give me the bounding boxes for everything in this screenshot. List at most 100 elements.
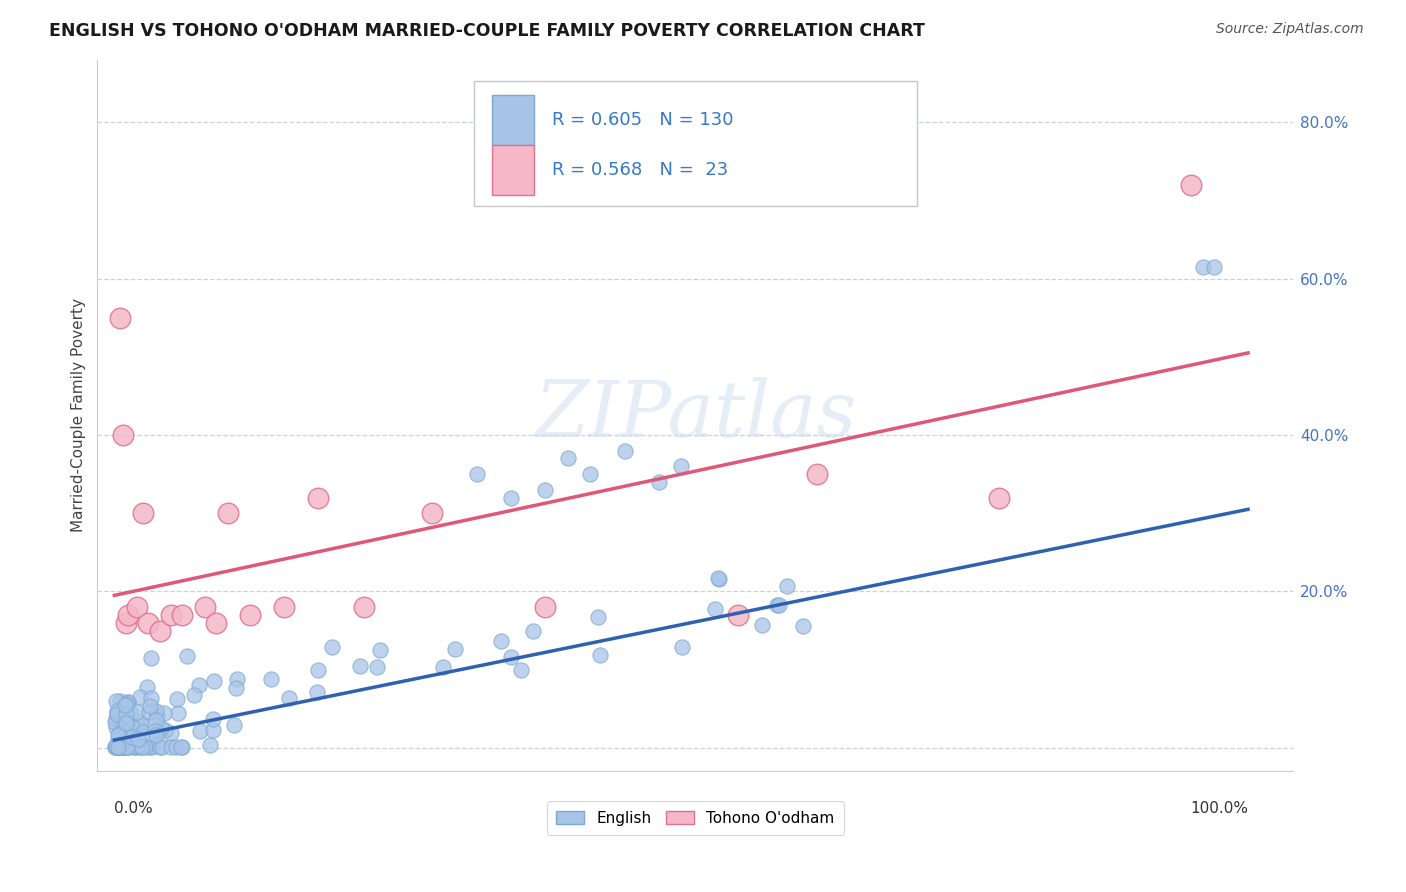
Point — [170, 740, 193, 755]
Point — [589, 648, 612, 663]
Point — [160, 726, 183, 740]
Point — [806, 467, 828, 482]
Point — [669, 459, 692, 474]
Point — [707, 572, 730, 586]
Point — [188, 723, 211, 738]
Legend: English, Tohono O'odham: English, Tohono O'odham — [547, 802, 844, 835]
Point — [160, 607, 183, 622]
Point — [145, 713, 167, 727]
Point — [120, 706, 142, 720]
Point — [104, 740, 127, 755]
Point — [124, 740, 146, 755]
Point — [149, 624, 172, 638]
Point — [124, 740, 146, 755]
Point — [202, 674, 225, 689]
Point — [107, 727, 129, 741]
Point — [353, 600, 375, 615]
Point — [112, 725, 135, 739]
Point — [141, 740, 163, 755]
Point — [150, 722, 173, 736]
Point — [108, 694, 131, 708]
Point — [217, 506, 239, 520]
Point — [107, 728, 129, 742]
Point — [138, 615, 160, 630]
Text: R = 0.568   N =  23: R = 0.568 N = 23 — [551, 161, 728, 179]
Point — [110, 738, 132, 752]
Bar — [492, 145, 534, 194]
Text: ZIPatlas: ZIPatlas — [534, 377, 856, 454]
Point — [112, 740, 135, 755]
Point — [150, 740, 173, 755]
Point — [349, 659, 371, 673]
Point — [776, 579, 799, 593]
Point — [110, 711, 132, 725]
Point — [145, 705, 167, 719]
Point — [105, 720, 128, 734]
Point — [114, 698, 136, 713]
Point — [768, 598, 790, 612]
Point — [110, 740, 132, 755]
Point — [108, 740, 131, 755]
Point — [104, 714, 127, 729]
Point — [321, 640, 343, 655]
Text: 0.0%: 0.0% — [114, 801, 153, 816]
Point — [138, 740, 160, 755]
Point — [727, 607, 749, 622]
Point — [117, 696, 139, 710]
Point — [766, 598, 789, 612]
Point — [114, 716, 136, 731]
Point — [129, 690, 152, 705]
Point — [534, 483, 557, 497]
Point — [225, 681, 247, 696]
Point — [159, 740, 181, 755]
Point — [127, 732, 149, 747]
Point — [194, 600, 217, 615]
Y-axis label: Married-Couple Family Poverty: Married-Couple Family Poverty — [72, 299, 86, 533]
Bar — [492, 95, 534, 145]
Point — [165, 740, 187, 755]
Point — [167, 706, 190, 720]
Point — [117, 695, 139, 709]
Point — [112, 428, 135, 442]
Point — [108, 310, 131, 325]
Point — [239, 607, 262, 622]
Point — [489, 634, 512, 648]
Text: R = 0.605   N = 130: R = 0.605 N = 130 — [551, 112, 734, 129]
Point — [117, 607, 139, 622]
Point — [145, 709, 167, 723]
Point — [141, 650, 163, 665]
Point — [166, 691, 188, 706]
Point — [104, 740, 127, 755]
Point — [987, 491, 1010, 505]
Point — [613, 443, 636, 458]
Text: ENGLISH VS TOHONO O'ODHAM MARRIED-COUPLE FAMILY POVERTY CORRELATION CHART: ENGLISH VS TOHONO O'ODHAM MARRIED-COUPLE… — [49, 22, 925, 40]
Point — [534, 600, 557, 615]
Point — [205, 615, 228, 630]
Point — [139, 699, 162, 714]
Point — [134, 740, 156, 755]
Point — [671, 640, 693, 654]
Point — [183, 688, 205, 702]
Point — [586, 610, 609, 624]
Point — [647, 475, 669, 489]
Point — [107, 740, 129, 755]
Point — [120, 740, 142, 755]
Point — [131, 740, 153, 755]
Point — [510, 663, 533, 677]
Text: 100.0%: 100.0% — [1189, 801, 1249, 816]
Point — [104, 712, 127, 726]
Point — [187, 678, 209, 692]
Point — [129, 740, 152, 755]
Point — [131, 506, 153, 520]
Point — [110, 740, 132, 755]
Point — [132, 724, 155, 739]
Point — [105, 694, 128, 708]
Point — [751, 617, 773, 632]
Point — [129, 718, 152, 732]
Point — [172, 607, 194, 622]
Point — [117, 740, 139, 755]
FancyBboxPatch shape — [474, 81, 917, 205]
Point — [108, 740, 131, 755]
Point — [114, 698, 136, 712]
Point — [307, 663, 329, 677]
